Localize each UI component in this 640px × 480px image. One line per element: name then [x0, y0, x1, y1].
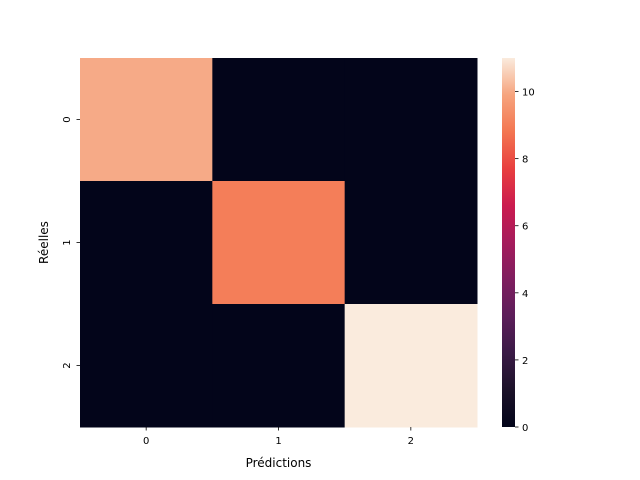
heatmap-cell [212, 58, 346, 182]
x-axis-ticks: 0 1 2 [143, 427, 414, 447]
colorbar-tick-label: 8 [522, 155, 528, 166]
x-tick-label: 0 [143, 436, 149, 447]
y-tick-label: 0 [62, 116, 73, 122]
colorbar-ticks: 0 2 4 6 8 10 [515, 88, 535, 434]
y-tick-label: 2 [62, 362, 73, 368]
x-axis-label: Prédictions [246, 456, 312, 470]
y-axis-ticks: 0 1 2 [62, 116, 80, 369]
heatmap-cell [344, 181, 478, 305]
colorbar-tick-label: 6 [522, 222, 528, 233]
x-tick-label: 1 [275, 436, 281, 447]
colorbar-tick-label: 10 [522, 88, 535, 99]
x-tick-label: 2 [408, 436, 414, 447]
colorbar [502, 58, 515, 427]
heatmap-cell [344, 58, 478, 182]
heatmap-cell [212, 181, 346, 305]
heatmap-cell [212, 304, 346, 428]
colorbar-tick-label: 4 [522, 289, 528, 300]
heatmap-cell [80, 304, 213, 428]
y-tick-label: 1 [62, 239, 73, 245]
heatmap-cell [80, 181, 213, 305]
colorbar-tick-label: 2 [522, 356, 528, 367]
heatmap-cell [344, 304, 478, 428]
heatmap-cell [80, 58, 213, 182]
y-axis-label: Réelles [37, 221, 51, 264]
heatmap-cells [80, 58, 478, 428]
colorbar-tick-label: 0 [522, 423, 528, 434]
